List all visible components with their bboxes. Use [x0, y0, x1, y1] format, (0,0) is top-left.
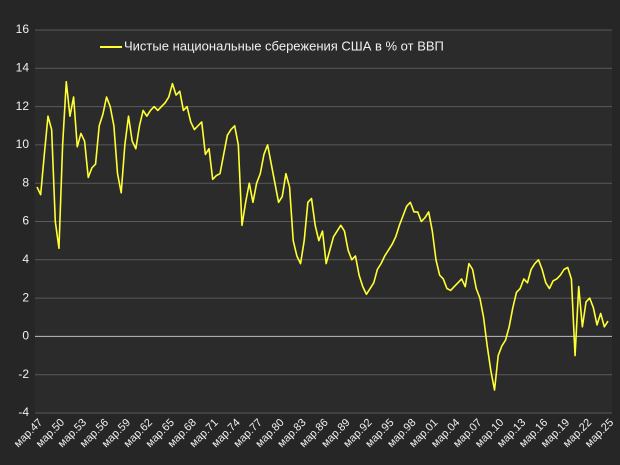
y-tick-label: 0 — [22, 329, 29, 343]
y-tick-label: 16 — [16, 22, 30, 36]
y-tick-label: -2 — [18, 367, 29, 381]
y-tick-label: 14 — [16, 60, 30, 74]
y-tick-label: 8 — [22, 175, 29, 189]
y-tick-label: 2 — [22, 290, 29, 304]
y-tick-label: 12 — [16, 99, 30, 113]
y-tick-label: -4 — [18, 405, 29, 419]
data-line — [36, 80, 609, 391]
y-tick-label: 4 — [22, 252, 29, 266]
y-tick-label: 6 — [22, 214, 29, 228]
y-tick-label: 10 — [16, 137, 30, 151]
legend-label: Чистые национальные сбережения США в % о… — [124, 38, 444, 53]
